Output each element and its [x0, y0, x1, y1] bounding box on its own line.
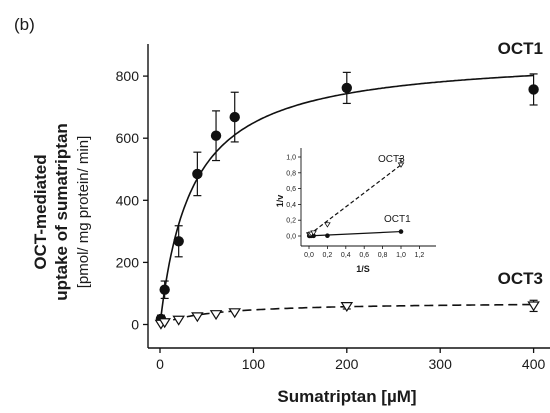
inset-x-tick-label: 1,0 — [396, 252, 406, 259]
panel-label: (b) — [14, 15, 35, 34]
inset-axes: 0,0 0,2 0,4 0,6 0,8 1,0 0,0 0,2 0,4 0,6 0,8 1,0 1,2 — [286, 148, 436, 259]
x-tick-label: 100 — [242, 356, 266, 372]
x-tick-label: 200 — [335, 356, 359, 372]
y-tick-label: 600 — [116, 130, 140, 146]
inset-y-tick-label: 0,4 — [286, 202, 296, 209]
inset-lines — [308, 164, 402, 237]
x-tick-label: 0 — [156, 356, 164, 372]
inset-y-tick-label: 0,0 — [286, 234, 296, 241]
y-axis-label: OCT-mediated uptake of sumatriptan [pmol… — [31, 123, 92, 301]
inset-x-tick-label: 0,0 — [304, 252, 314, 259]
x-tick-label: 300 — [429, 356, 453, 372]
inset-y-tick-label: 0,8 — [286, 170, 296, 177]
inset-line-oct1 — [309, 230, 402, 237]
inset-y-axis-label: 1/v — [275, 195, 285, 208]
inset-data-points — [305, 158, 405, 239]
inset-x-tick-label: 0,4 — [341, 252, 351, 259]
inset-y-tick-label: 0,6 — [286, 186, 296, 193]
data-point-oct3 — [158, 318, 171, 329]
inset-point-oct1 — [325, 233, 330, 239]
series-label-oct3: OCT3 — [498, 269, 543, 288]
data-point-oct1 — [210, 130, 222, 141]
data-point-oct3 — [191, 312, 204, 323]
y-tick-label: 400 — [116, 192, 140, 208]
y-axis-label-units: [pmol/ mg protein/ min] — [75, 136, 92, 289]
inset-point-oct3 — [397, 162, 405, 168]
y-axis-label-line2: uptake of sumatriptan — [52, 123, 71, 301]
inset-x-tick-label: 0,6 — [359, 252, 369, 259]
data-point-oct3 — [209, 310, 223, 321]
inset-point-oct3 — [324, 222, 331, 228]
series-label-oct1: OCT1 — [498, 39, 543, 58]
data-point-oct3 — [340, 301, 354, 313]
main-plot: 0 200 400 600 800 0 100 200 300 400 OCT1 OCT3 Sum… — [31, 39, 550, 406]
inset-point-oct1 — [398, 229, 404, 234]
main-axes: 0 200 400 600 800 0 100 200 300 400 — [116, 44, 550, 372]
data-point-oct1 — [173, 236, 184, 247]
data-point-oct1 — [192, 168, 203, 180]
inset-x-tick-label: 0,8 — [378, 252, 388, 259]
data-point-oct1 — [341, 82, 352, 94]
inset-x-axis-label: 1/S — [356, 264, 370, 274]
inset-point-oct3 — [310, 230, 317, 236]
inset-y-tick-label: 0,2 — [286, 218, 296, 225]
inset-label-oct1: OCT1 — [384, 214, 411, 225]
inset-x-tick-label: 0,2 — [323, 252, 333, 259]
data-point-oct1 — [159, 284, 170, 295]
data-point-oct3 — [228, 308, 242, 319]
inset-y-tick-label: 1,0 — [286, 155, 296, 162]
y-tick-label: 0 — [131, 317, 139, 333]
y-axis-label-line1: OCT-mediated — [31, 154, 50, 269]
x-tick-label: 400 — [522, 356, 546, 372]
main-data-points — [154, 71, 540, 330]
x-axis-label: Sumatriptan [µM] — [277, 387, 416, 406]
data-point-oct3 — [172, 315, 185, 326]
inset-plot: 0,00,20,40,60,81,00,0 0,2 0,4 0,6 0,8 1,0 1,2 … — [275, 148, 436, 274]
inset-x-tick-label: 1,2 — [415, 252, 425, 259]
inset-label-oct3: OCT3 — [378, 154, 405, 165]
data-point-oct3 — [527, 301, 540, 312]
data-point-oct1 — [229, 111, 240, 123]
y-tick-label: 800 — [116, 68, 140, 84]
data-point-oct1 — [528, 84, 539, 95]
y-tick-label: 200 — [116, 254, 140, 270]
